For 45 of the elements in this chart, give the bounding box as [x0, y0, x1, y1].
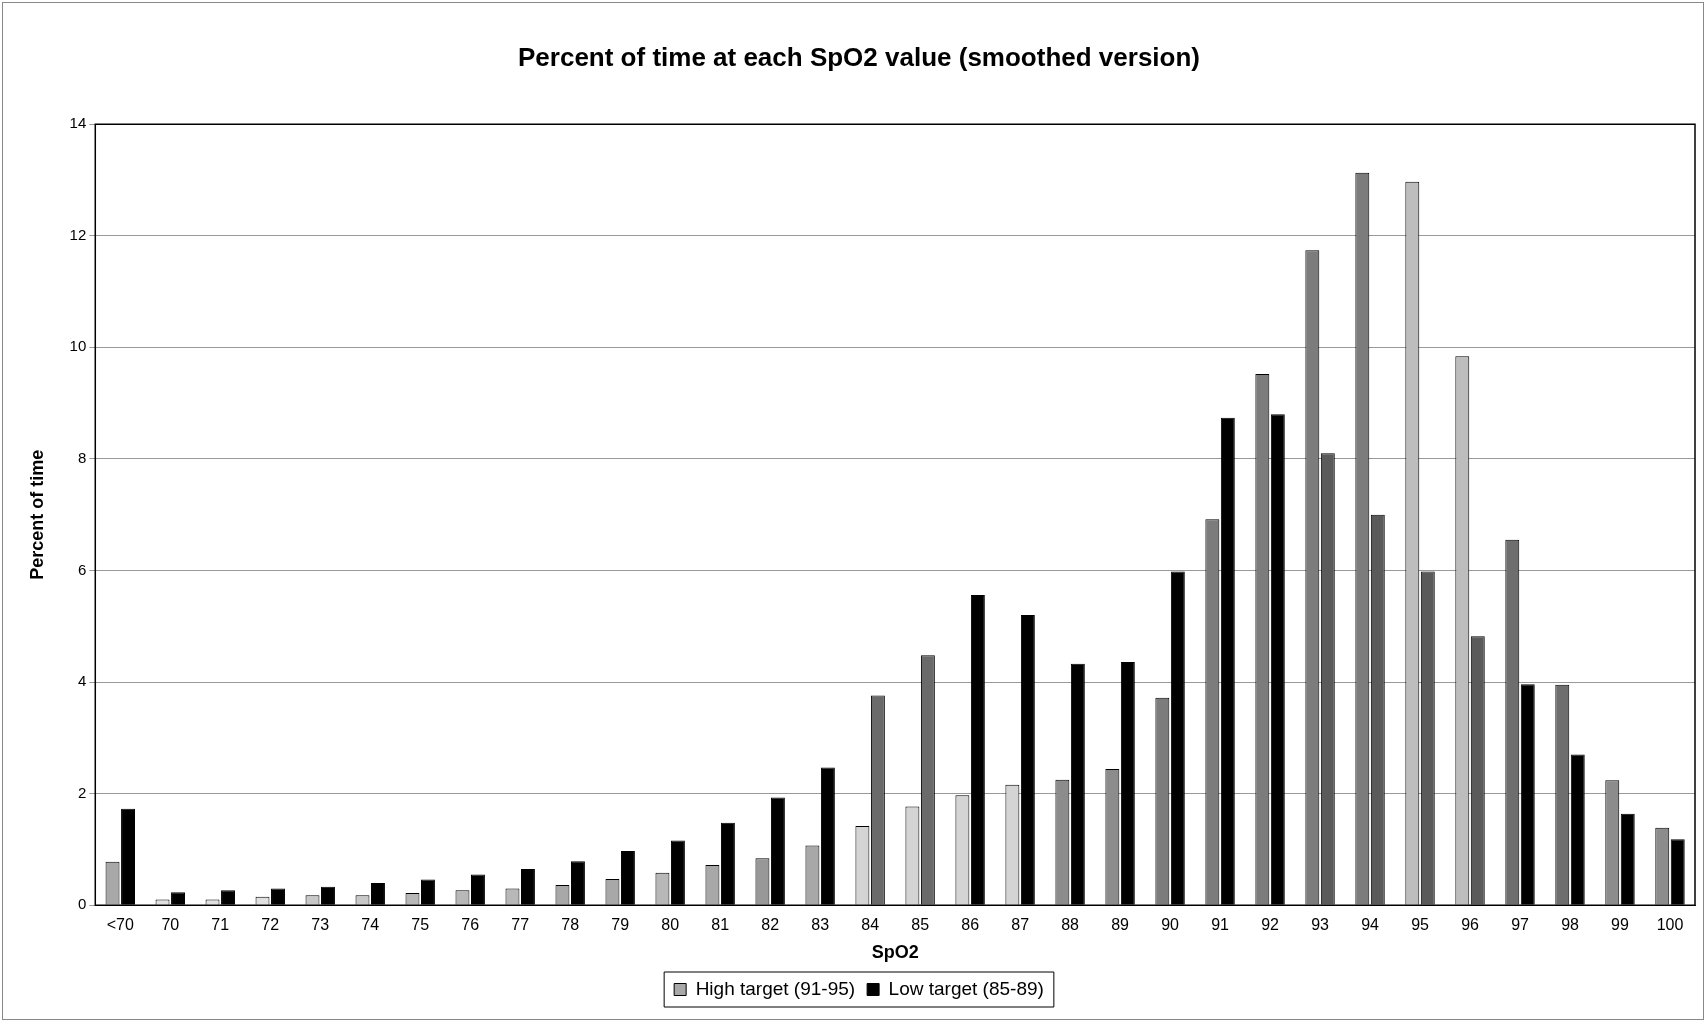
x-tick-label: 89: [1111, 916, 1130, 934]
chart-title: Percent of time at each SpO2 value (smoothed version): [518, 41, 1200, 72]
x-axis-title: SpO2: [871, 942, 919, 963]
x-tick-label: 84: [861, 916, 880, 934]
x-tick-label: 87: [1011, 916, 1030, 934]
x-tick-label: 90: [1161, 916, 1180, 934]
y-tick-label: 6: [77, 560, 87, 578]
x-tick-label: 92: [1261, 916, 1280, 934]
x-tick-label: 79: [611, 916, 630, 934]
y-tick-label: 8: [77, 449, 87, 467]
x-tick-label: 80: [661, 916, 680, 934]
x-tick-label: 91: [1211, 916, 1230, 934]
x-tick-label: 98: [1561, 916, 1580, 934]
x-tick-label: 86: [961, 916, 980, 934]
x-tick-label: 99: [1611, 916, 1630, 934]
x-tick-label: 76: [461, 916, 480, 934]
x-tick-label: 83: [811, 916, 830, 934]
x-tick-label: 74: [361, 916, 380, 934]
x-tick-label: 95: [1411, 916, 1430, 934]
x-tick-label: 77: [511, 916, 530, 934]
x-tick-label: 82: [761, 916, 780, 934]
x-tick-label: 85: [911, 916, 930, 934]
y-tick-label: 2: [77, 783, 87, 801]
y-tick-label: 12: [69, 225, 87, 243]
x-tick-label: 81: [711, 916, 730, 934]
legend-label: High target (91-95): [695, 977, 856, 999]
x-tick-label: 94: [1361, 916, 1380, 934]
x-tick-label: 78: [561, 916, 580, 934]
x-tick-label: 70: [161, 916, 180, 934]
x-tick-label: <70: [106, 916, 134, 934]
x-tick-label: 100: [1656, 916, 1684, 934]
x-tick-label: 88: [1061, 916, 1080, 934]
x-tick-label: 71: [211, 916, 230, 934]
x-tick-label: 75: [411, 916, 430, 934]
y-axis-title: Percent of time: [26, 449, 47, 580]
x-tick-label: 93: [1311, 916, 1330, 934]
y-tick-label: 4: [77, 672, 87, 690]
legend-label: Low target (85-89): [888, 977, 1044, 999]
x-tick-label: 72: [261, 916, 280, 934]
x-tick-label: 97: [1511, 916, 1530, 934]
x-tick-label: 73: [311, 916, 330, 934]
x-tick-label: 96: [1461, 916, 1480, 934]
y-tick-label: 14: [69, 114, 87, 132]
y-tick-label: 10: [69, 337, 87, 355]
y-tick-label: 0: [77, 895, 87, 913]
